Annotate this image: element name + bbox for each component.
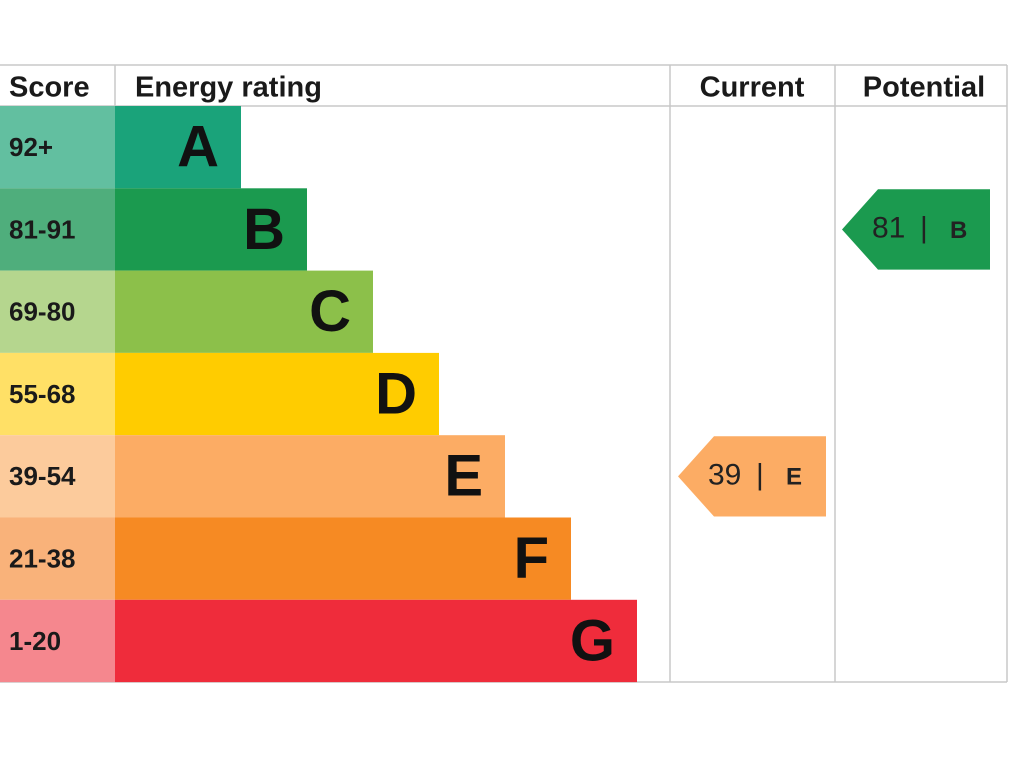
band-letter: C [309, 279, 351, 344]
header-current: Current [700, 72, 805, 104]
band-letter: E [444, 444, 483, 509]
current-value: 39 [708, 458, 741, 491]
band-letter: D [375, 361, 417, 426]
potential-separator: | [920, 211, 928, 244]
current-separator: | [756, 458, 764, 491]
band-bar [115, 106, 241, 189]
score-cell [0, 270, 115, 353]
score-range: 81-91 [9, 214, 76, 244]
potential-value: 81 [872, 211, 905, 244]
score-range: 21-38 [9, 544, 76, 574]
current-letter: E [786, 464, 802, 491]
score-cell [0, 599, 115, 683]
score-cell [0, 517, 115, 600]
score-range: 39-54 [9, 461, 76, 491]
header-score: Score [9, 72, 90, 104]
score-range: 1-20 [9, 626, 61, 656]
score-cell [0, 188, 115, 271]
header-potential: Potential [863, 72, 985, 104]
band-bar [115, 435, 505, 518]
band-letter: B [243, 197, 285, 262]
potential-arrow [842, 189, 990, 270]
score-cell [0, 352, 115, 436]
band-letter: A [177, 114, 219, 179]
potential-letter: B [950, 217, 967, 244]
score-range: 69-80 [9, 297, 76, 327]
band-bar [115, 352, 439, 436]
band-bar [115, 270, 373, 353]
band-bar [115, 188, 307, 271]
band-bar [115, 599, 637, 683]
band-letter: F [514, 526, 549, 591]
current-arrow [678, 436, 826, 517]
score-cell [0, 106, 115, 189]
score-range: 92+ [9, 132, 53, 162]
band-letter: G [570, 608, 615, 673]
header-rating: Energy rating [135, 72, 322, 104]
band-bar [115, 517, 571, 600]
score-range: 55-68 [9, 379, 76, 409]
score-cell [0, 435, 115, 518]
